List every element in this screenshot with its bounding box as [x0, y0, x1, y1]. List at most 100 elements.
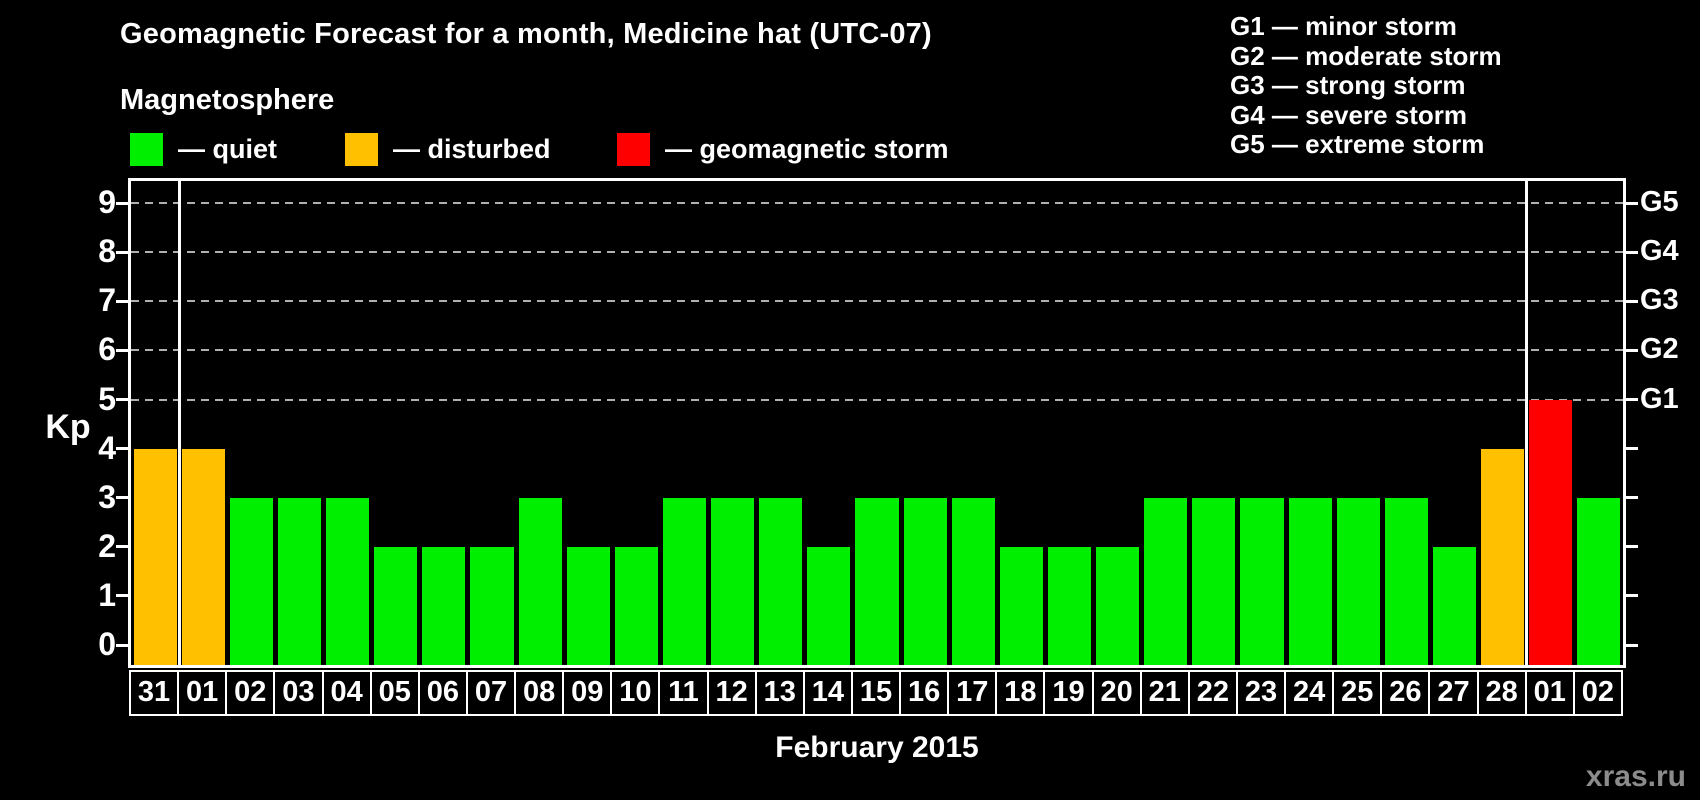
left-tick-kp-2	[116, 545, 128, 549]
date-cell-feb-15: 15	[850, 670, 902, 716]
date-cell-feb-12: 12	[706, 670, 757, 716]
date-cell-feb-22: 22	[1187, 670, 1238, 716]
kp-tick-label-9: 9	[98, 184, 116, 221]
kp-bar-day-05	[374, 546, 418, 665]
date-cell-feb-19: 19	[1043, 670, 1094, 716]
right-tick-kp-2	[1626, 545, 1638, 549]
storm-scale-g3: G3 — strong storm	[1230, 70, 1466, 100]
kp-bar-day-20	[1096, 546, 1140, 665]
kp-bar-day-22	[1192, 497, 1236, 665]
kp-tick-label-1: 1	[98, 576, 116, 613]
storm-scale-g2: G2 — moderate storm	[1230, 40, 1502, 71]
left-tick-kp-6	[116, 348, 128, 352]
kp-bar-day-24	[1288, 497, 1332, 665]
date-cell-feb-01: 01	[177, 670, 228, 716]
quiet-legend-label: — quiet	[178, 133, 277, 164]
date-cell-feb-02: 02	[225, 670, 276, 716]
gridline-kp-7	[131, 300, 1623, 303]
g-scale-label-G4: G4	[1640, 235, 1679, 268]
month-separator	[1525, 181, 1529, 665]
left-tick-kp-1	[116, 594, 128, 598]
date-cell-feb-03: 03	[273, 670, 324, 716]
left-tick-kp-3	[116, 496, 128, 500]
date-cell-feb-10: 10	[610, 670, 661, 716]
date-cell-feb-17: 17	[947, 670, 998, 716]
watermark: xras.ru	[1585, 760, 1686, 793]
plot-inner	[131, 181, 1623, 665]
date-cell-feb-08: 08	[514, 670, 565, 716]
date-cell-feb-16: 16	[899, 670, 950, 716]
kp-bar-day-02	[229, 497, 273, 665]
left-tick-kp-7	[116, 299, 128, 303]
kp-bar-day-18	[999, 546, 1043, 665]
left-tick-kp-8	[116, 250, 128, 254]
plot-area	[128, 178, 1626, 668]
date-cell-feb-09: 09	[562, 670, 613, 716]
date-cell-feb-24: 24	[1284, 670, 1335, 716]
g-scale-label-G5: G5	[1640, 186, 1679, 219]
date-cell-mar-01: 01	[1524, 670, 1575, 716]
gridline-kp-9	[131, 202, 1623, 205]
kp-bar-day-02	[1577, 497, 1621, 665]
magnetosphere-label: Magnetosphere	[120, 84, 335, 116]
disturbed-legend-label: — disturbed	[393, 133, 551, 164]
kp-bar-day-04	[326, 497, 370, 665]
kp-bar-day-01	[181, 448, 225, 665]
kp-bar-day-26	[1384, 497, 1428, 665]
kp-bar-day-10	[614, 546, 658, 665]
kp-tick-label-6: 6	[98, 331, 116, 368]
legend-item-quiet: — quiet	[130, 131, 277, 167]
legend-item-disturbed: — disturbed	[345, 131, 551, 167]
kp-tick-label-3: 3	[98, 478, 116, 515]
y-axis-title: Kp	[45, 408, 91, 446]
date-cell-feb-05: 05	[369, 670, 420, 716]
kp-tick-label-2: 2	[98, 527, 116, 564]
kp-tick-label-7: 7	[98, 282, 116, 319]
date-cell-feb-13: 13	[754, 670, 805, 716]
date-cell-feb-20: 20	[1091, 670, 1142, 716]
kp-bar-day-08	[518, 497, 562, 665]
kp-bar-day-25	[1336, 497, 1380, 665]
date-cell-mar-02: 02	[1572, 670, 1623, 716]
date-cell-feb-07: 07	[465, 670, 517, 716]
kp-bar-day-15	[855, 497, 899, 665]
kp-bar-day-09	[566, 546, 610, 665]
gridline-kp-8	[131, 251, 1623, 254]
date-cell-feb-23: 23	[1235, 670, 1287, 716]
kp-tick-label-5: 5	[98, 380, 116, 417]
x-axis-title: February 2015	[775, 731, 979, 764]
date-cell-feb-14: 14	[802, 670, 853, 716]
x-axis-date-row: 31 01 02 03 04 05 06 07 08 09 10 11 12 13 14 15 16 17 18 19…	[129, 670, 1625, 716]
storm-scale-g4: G4 — severe storm	[1230, 99, 1468, 130]
legend-item-storm: — geomagnetic storm	[617, 131, 949, 167]
kp-tick-label-4: 4	[98, 429, 116, 466]
right-tick-kp-8	[1626, 250, 1638, 254]
g-scale-label-G3: G3	[1640, 284, 1679, 317]
month-separator	[177, 181, 181, 665]
date-cell-feb-21: 21	[1139, 670, 1190, 716]
right-tick-kp-7	[1626, 299, 1638, 303]
gridline-kp-6	[131, 349, 1623, 352]
kp-bar-day-11	[662, 497, 707, 665]
kp-bar-day-07	[470, 546, 514, 665]
g-scale-label-G1: G1	[1640, 382, 1679, 415]
left-tick-kp-9	[116, 201, 128, 205]
date-cell-feb-26: 26	[1380, 670, 1431, 716]
g-scale-label-G2: G2	[1640, 333, 1679, 366]
chart-title: Geomagnetic Forecast for a month, Medici…	[120, 18, 932, 50]
right-tick-kp-5	[1626, 398, 1638, 401]
date-cell-jan-31: 31	[129, 670, 180, 716]
kp-bar-day-27	[1432, 546, 1477, 665]
storm-color-swatch	[617, 132, 650, 166]
right-tick-kp-4	[1626, 447, 1638, 451]
kp-bar-day-16	[903, 497, 947, 665]
kp-tick-label-0: 0	[98, 626, 116, 662]
storm-scale-g5: G5 — extreme storm	[1230, 129, 1485, 159]
kp-bar-day-06	[422, 546, 466, 665]
date-cell-feb-28: 28	[1476, 670, 1527, 716]
date-cell-feb-06: 06	[417, 670, 468, 716]
right-tick-kp-1	[1626, 594, 1638, 598]
storm-legend-label: — geomagnetic storm	[665, 133, 949, 164]
right-tick-kp-9	[1626, 201, 1638, 205]
